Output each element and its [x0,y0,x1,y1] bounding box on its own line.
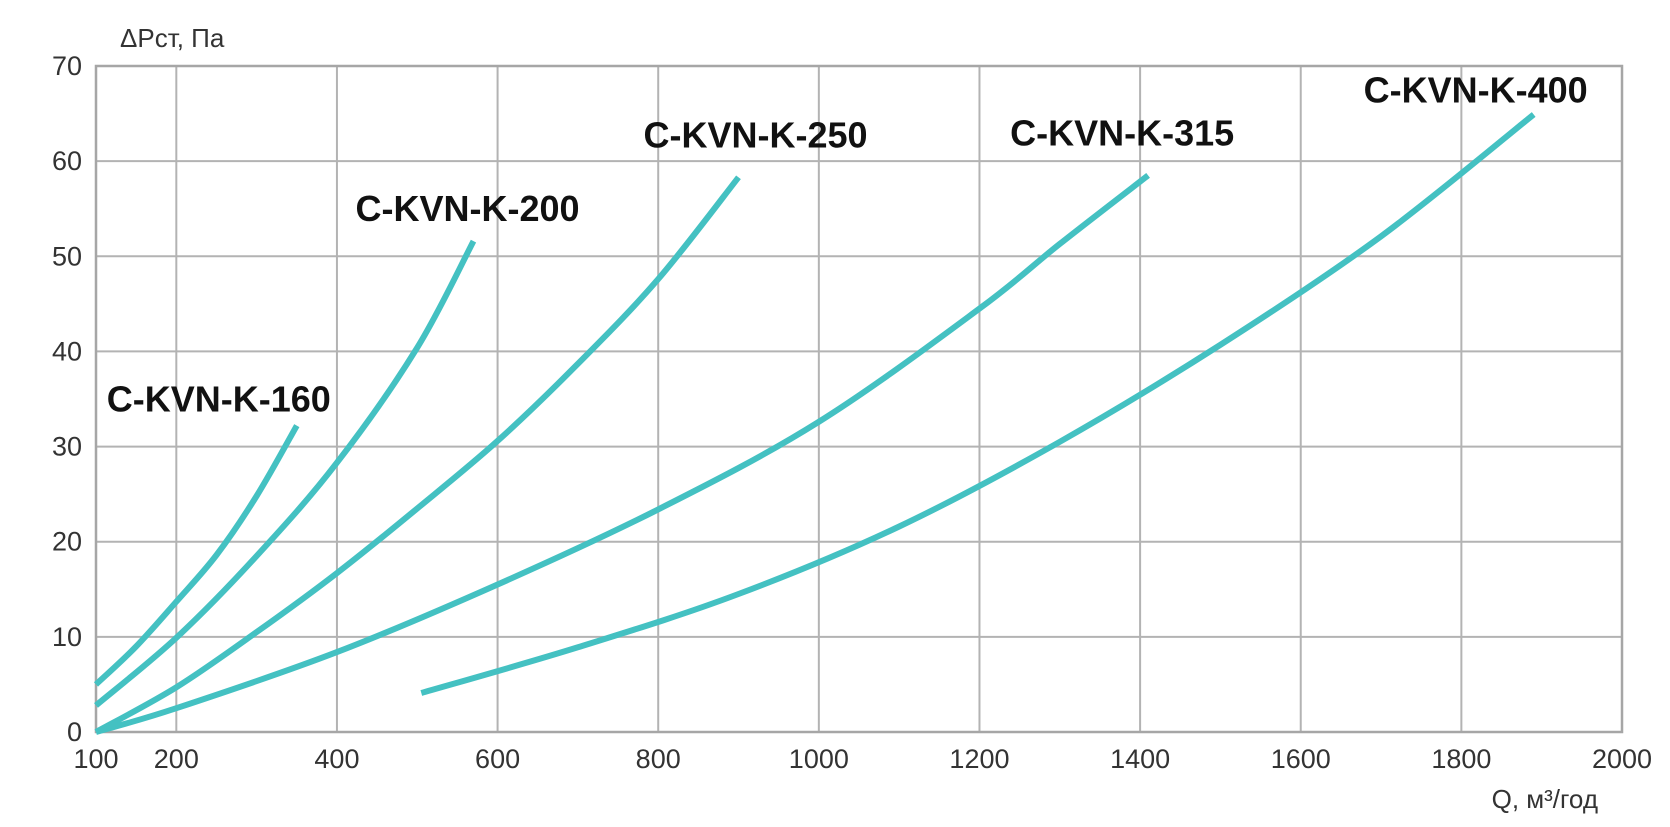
x-tick-label: 1000 [789,744,849,774]
y-tick-label: 30 [52,432,82,462]
y-tick-label: 0 [67,717,82,747]
x-axis-title: Q, м³/год [1492,784,1598,814]
x-tick-label: 1200 [949,744,1009,774]
series-label-c-kvn-k-250: C-KVN-K-250 [644,114,868,155]
series-line-c-kvn-k-250 [94,175,741,735]
plot-frame [94,64,1624,734]
series-lines [93,112,1536,735]
y-tick-label: 60 [52,146,82,176]
series-labels: C-KVN-K-160 C-KVN-K-200 C-KVN-K-250 C-KVN-K… [107,70,1588,420]
series-line-c-kvn-k-200 [94,239,477,708]
x-tick-label: 100 [73,744,118,774]
series-line-c-kvn-k-160 [93,424,300,687]
x-tick-label: 400 [314,744,359,774]
x-tick-label: 200 [154,744,199,774]
y-tick-label: 40 [52,336,82,366]
y-tick-label: 10 [52,622,82,652]
series-label-c-kvn-k-200: C-KVN-K-200 [355,188,579,229]
x-tick-label: 1400 [1110,744,1170,774]
y-tick-label: 50 [52,241,82,271]
x-tick-label: 2000 [1592,744,1652,774]
x-tick-label: 1800 [1431,744,1491,774]
y-axis-ticks: 0 10 20 30 40 50 60 70 [52,51,82,747]
y-tick-label: 20 [52,527,82,557]
x-tick-label: 600 [475,744,520,774]
series-label-c-kvn-k-400: C-KVN-K-400 [1364,70,1588,111]
x-tick-label: 1600 [1271,744,1331,774]
x-tick-label: 800 [636,744,681,774]
series-line-c-kvn-k-315 [95,173,1150,735]
series-label-c-kvn-k-160: C-KVN-K-160 [107,379,331,420]
y-axis-title: ΔPст, Па [120,23,225,53]
x-axis-ticks: 100 200 400 600 800 1000 1200 1400 1600 1800 2000 [73,744,1652,774]
series-label-c-kvn-k-315: C-KVN-K-315 [1010,112,1234,153]
series-line-c-kvn-k-400 [420,112,1536,696]
y-tick-label: 70 [52,51,82,81]
